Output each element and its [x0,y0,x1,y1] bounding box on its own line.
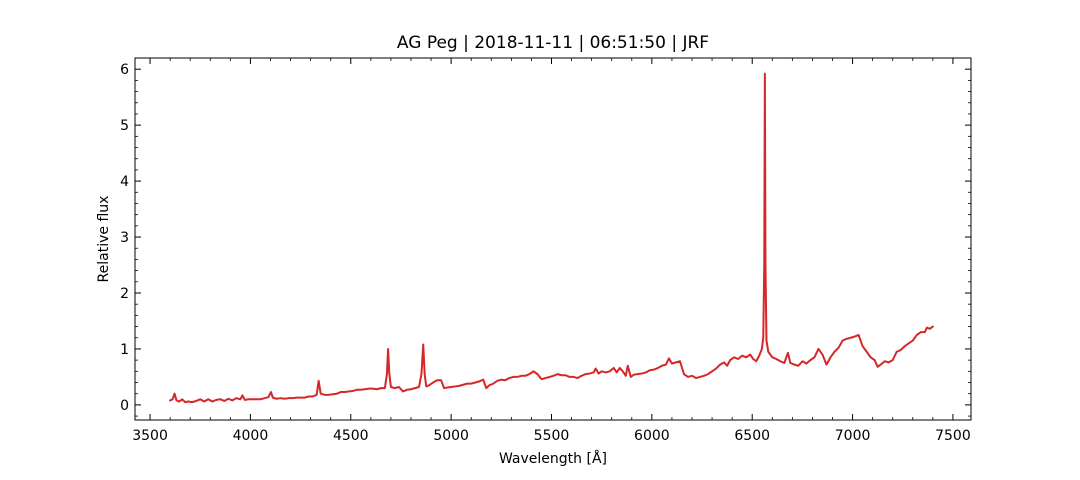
y-tick-label: 4 [120,174,129,190]
x-tick-label: 6000 [634,428,670,444]
plot-frame [134,57,972,421]
y-tick-label: 5 [120,118,129,134]
x-tick-label: 4000 [233,428,269,444]
spectrum-line [169,72,934,404]
x-tick-label: 7500 [935,428,971,444]
y-axis: 0 1 2 3 4 5 6 [120,57,971,417]
x-tick-label: 6500 [734,428,770,444]
x-axis-label: Wavelength [Å] [499,450,607,467]
plot-area [169,72,934,404]
x-tick-label: 5500 [534,428,570,444]
x-axis: 3500 4000 4500 5000 5500 6000 6500 7000 7500 [132,58,971,444]
y-tick-label: 2 [120,286,129,302]
chart-title: AG Peg | 2018-11-11 | 06:51:50 | JRF [397,33,709,53]
y-axis-label: Relative flux [96,196,112,283]
y-tick-label: 3 [120,230,129,246]
y-tick-label: 0 [120,398,129,414]
x-tick-label: 3500 [132,428,168,444]
x-tick-label: 5000 [433,428,469,444]
y-tick-label: 1 [120,342,129,358]
y-tick-label: 6 [120,62,129,78]
x-tick-label: 7000 [835,428,871,444]
x-tick-label: 4500 [333,428,369,444]
